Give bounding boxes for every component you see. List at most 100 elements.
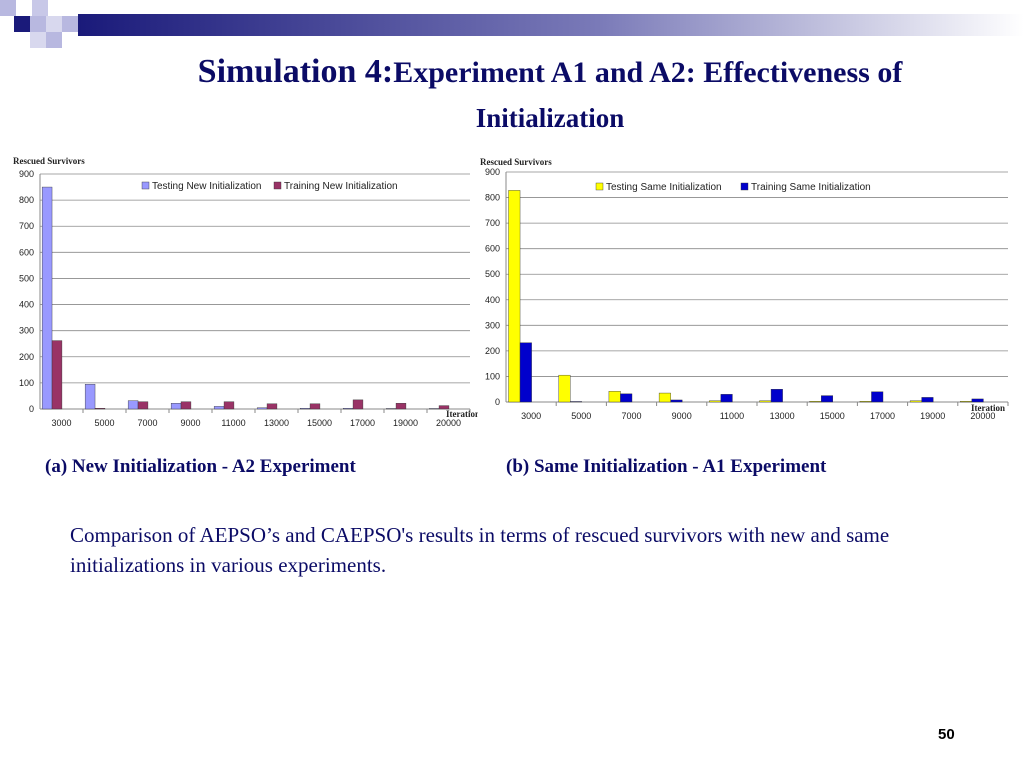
bar-training-same-initialization	[620, 393, 633, 403]
bar-training-new-initialization	[352, 399, 364, 410]
bar-testing-same-initialization	[658, 392, 671, 403]
x-tick-label: 5000	[571, 411, 591, 421]
y-tick-label: 100	[19, 378, 34, 388]
bar-testing-same-initialization	[859, 401, 872, 403]
x-tick-label: 19000	[920, 411, 945, 421]
y-tick-label: 200	[485, 346, 500, 356]
x-tick-label: 19000	[393, 418, 418, 428]
bar-training-same-initialization	[670, 399, 683, 403]
y-axis-title: Rescued Survivors	[13, 156, 85, 166]
y-tick-label: 900	[485, 167, 500, 177]
bar-training-same-initialization	[871, 391, 884, 403]
bar-training-same-initialization	[770, 389, 783, 403]
y-tick-label: 800	[19, 195, 34, 205]
bar-testing-same-initialization	[909, 400, 922, 403]
bar-testing-new-initialization	[256, 407, 268, 410]
bar-testing-same-initialization	[508, 190, 521, 403]
bar-testing-new-initialization	[342, 408, 354, 410]
bar-training-same-initialization	[971, 398, 984, 403]
x-axis-title: Iteration	[446, 409, 478, 419]
x-tick-label: 11000	[221, 418, 245, 428]
y-tick-label: 400	[485, 295, 500, 305]
caption-a: (a) New Initialization - A2 Experiment	[45, 456, 356, 477]
x-tick-label: 15000	[307, 418, 332, 428]
x-tick-label: 13000	[264, 418, 289, 428]
y-tick-label: 700	[485, 218, 500, 228]
x-tick-label: 17000	[870, 411, 895, 421]
legend-swatch	[141, 181, 150, 190]
x-tick-label: 9000	[672, 411, 692, 421]
chart-new-initialization: Rescued Survivors 0 100 200 300 400 500 600 700 8…	[13, 156, 478, 428]
y-tick-label: 800	[485, 193, 500, 203]
bar-testing-same-initialization	[558, 374, 571, 403]
legend-label: Testing Same Initialization	[606, 182, 722, 193]
bar-training-new-initialization	[266, 403, 278, 410]
bar-training-new-initialization	[180, 401, 192, 410]
bar-testing-new-initialization	[127, 400, 139, 410]
bar-training-new-initialization	[438, 405, 450, 410]
x-tick-label: 13000	[770, 411, 795, 421]
y-tick-label: 500	[19, 273, 34, 283]
bar-testing-same-initialization	[809, 401, 822, 403]
x-tick-label: 11000	[720, 411, 744, 421]
y-tick-label: 600	[485, 244, 500, 254]
bar-testing-new-initialization	[428, 408, 440, 410]
y-tick-label: 500	[485, 269, 500, 279]
x-tick-label: 3000	[51, 418, 71, 428]
bar-training-new-initialization	[395, 403, 407, 410]
bar-testing-same-initialization	[709, 400, 722, 403]
title-line-2: Initialization	[475, 103, 625, 133]
y-tick-label: 700	[19, 221, 34, 231]
x-tick-label: 20000	[436, 418, 461, 428]
page-number: 50	[938, 726, 955, 743]
x-tick-label: 3000	[521, 411, 541, 421]
legend-label: Training New Initialization	[284, 181, 398, 192]
y-tick-label: 900	[19, 169, 34, 179]
x-tick-label: 7000	[621, 411, 641, 421]
bar-testing-new-initialization	[299, 408, 311, 410]
x-tick-label: 17000	[350, 418, 375, 428]
bar-training-new-initialization	[137, 401, 149, 410]
bar-training-same-initialization	[720, 394, 733, 403]
legend-label: Testing New Initialization	[152, 181, 262, 192]
y-axis-title: Rescued Survivors	[480, 157, 552, 167]
caption-b: (b) Same Initialization - A1 Experiment	[506, 456, 827, 477]
bar-testing-new-initialization	[385, 408, 397, 410]
bar-testing-new-initialization	[41, 186, 53, 410]
bar-training-new-initialization	[309, 403, 321, 410]
x-tick-label: 20000	[970, 411, 995, 421]
x-tick-label: 9000	[180, 418, 200, 428]
bar-training-same-initialization	[821, 395, 834, 403]
bar-testing-same-initialization	[960, 401, 973, 403]
y-tick-label: 600	[19, 247, 34, 257]
x-axis-title: Iteration	[971, 403, 1005, 413]
y-tick-label: 0	[495, 397, 500, 407]
header-decoration	[0, 0, 1024, 48]
y-tick-label: 100	[485, 371, 500, 381]
legend-label: Training Same Initialization	[751, 182, 871, 193]
slide-title: Simulation 4:Experiment A1 and A2: Effec…	[60, 54, 1024, 135]
bar-training-same-initialization	[519, 342, 532, 403]
x-tick-label: 5000	[94, 418, 114, 428]
bar-testing-same-initialization	[759, 400, 772, 403]
bar-testing-same-initialization	[608, 391, 621, 403]
y-tick-label: 200	[19, 352, 34, 362]
legend-swatch	[595, 182, 604, 191]
bar-testing-new-initialization	[170, 403, 182, 410]
legend-swatch	[740, 182, 749, 191]
y-tick-label: 0	[29, 404, 34, 414]
bar-testing-new-initialization	[84, 383, 96, 410]
title-prefix: Simulation 4:	[197, 53, 394, 90]
bar-training-new-initialization	[223, 401, 235, 410]
slide-description: Comparison of AEPSO’s and CAEPSO's resul…	[70, 523, 890, 577]
title-main: Experiment A1 and A2: Effectiveness of	[393, 56, 903, 89]
chart-same-initialization: Rescued Survivors 0 100 200 300 400 500 600 700 8…	[480, 157, 1009, 421]
bar-training-same-initialization	[570, 401, 583, 403]
bar-testing-new-initialization	[213, 406, 225, 410]
x-tick-label: 7000	[137, 418, 157, 428]
legend-swatch	[273, 181, 282, 190]
y-tick-label: 300	[485, 320, 500, 330]
bar-training-new-initialization	[94, 408, 106, 410]
x-tick-label: 15000	[820, 411, 845, 421]
bar-training-new-initialization	[51, 340, 63, 410]
